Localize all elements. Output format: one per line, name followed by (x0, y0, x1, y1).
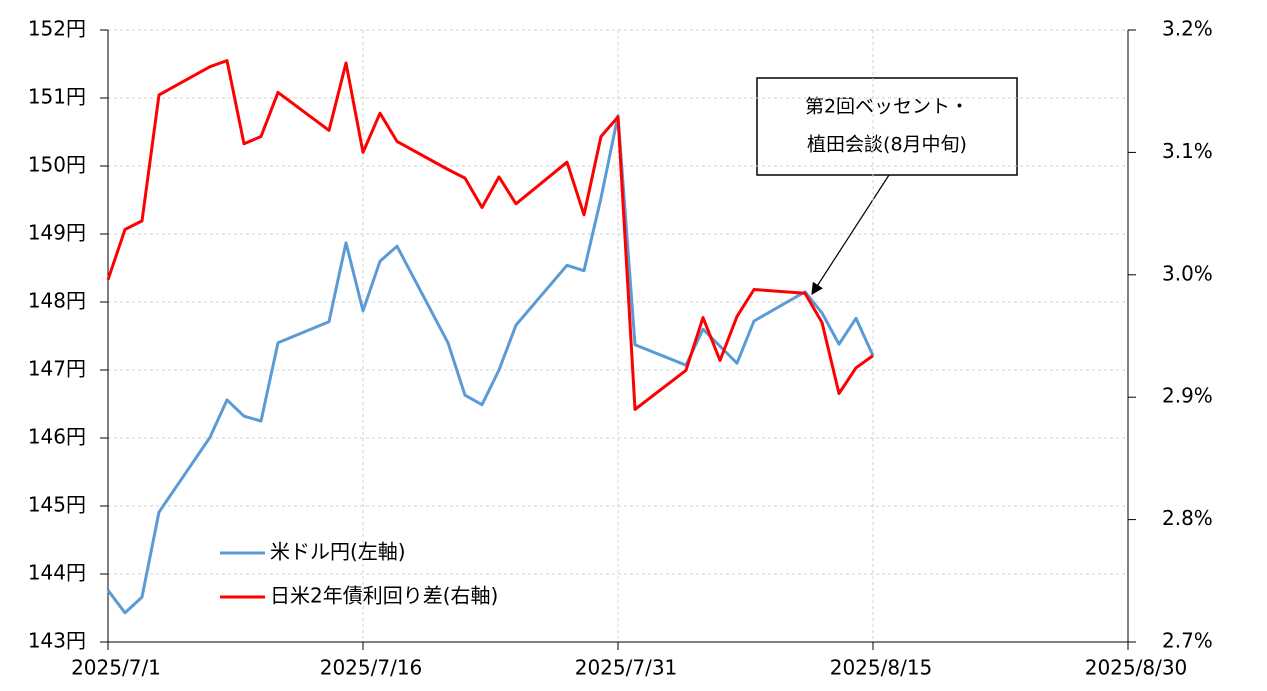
x-tick-label: 2025/7/1 (71, 656, 161, 680)
y-tick-label: 152円 (28, 17, 86, 41)
y-tick-label: 147円 (28, 357, 86, 381)
y-tick-label: 145円 (28, 493, 86, 517)
annotation-box (756, 77, 1018, 176)
legend-label: 米ドル円(左軸) (270, 540, 406, 564)
y-tick-label: 149円 (28, 221, 86, 245)
x-tick-label: 2025/8/15 (830, 656, 933, 680)
y2-tick-label: 2.9% (1162, 384, 1213, 408)
x-tick-label: 2025/7/31 (575, 656, 678, 680)
annotation: 第2回ベッセント・ (805, 96, 969, 118)
y2-tick-label: 3.0% (1162, 261, 1213, 285)
y-tick-label: 143円 (28, 629, 86, 653)
y2-tick-label: 2.8% (1162, 506, 1213, 530)
y2-tick-label: 2.7% (1162, 629, 1213, 653)
x-tick-label: 2025/8/30 (1085, 656, 1188, 680)
annotation: 植田会談(8月中旬) (807, 134, 967, 156)
series-line (106, 114, 875, 615)
series-line (106, 59, 874, 411)
y-tick-label: 150円 (28, 153, 86, 177)
annotation-arrow (811, 174, 890, 296)
y2-tick-label: 3.2% (1162, 17, 1213, 41)
y-tick-label: 144円 (28, 561, 86, 585)
x-tick-label: 2025/7/16 (320, 656, 423, 680)
y-tick-label: 151円 (28, 85, 86, 109)
legend-label: 日米2年債利回り差(右軸) (270, 584, 498, 608)
y-tick-label: 148円 (28, 289, 86, 313)
y-tick-label: 146円 (28, 425, 86, 449)
y2-tick-label: 3.1% (1162, 139, 1213, 163)
